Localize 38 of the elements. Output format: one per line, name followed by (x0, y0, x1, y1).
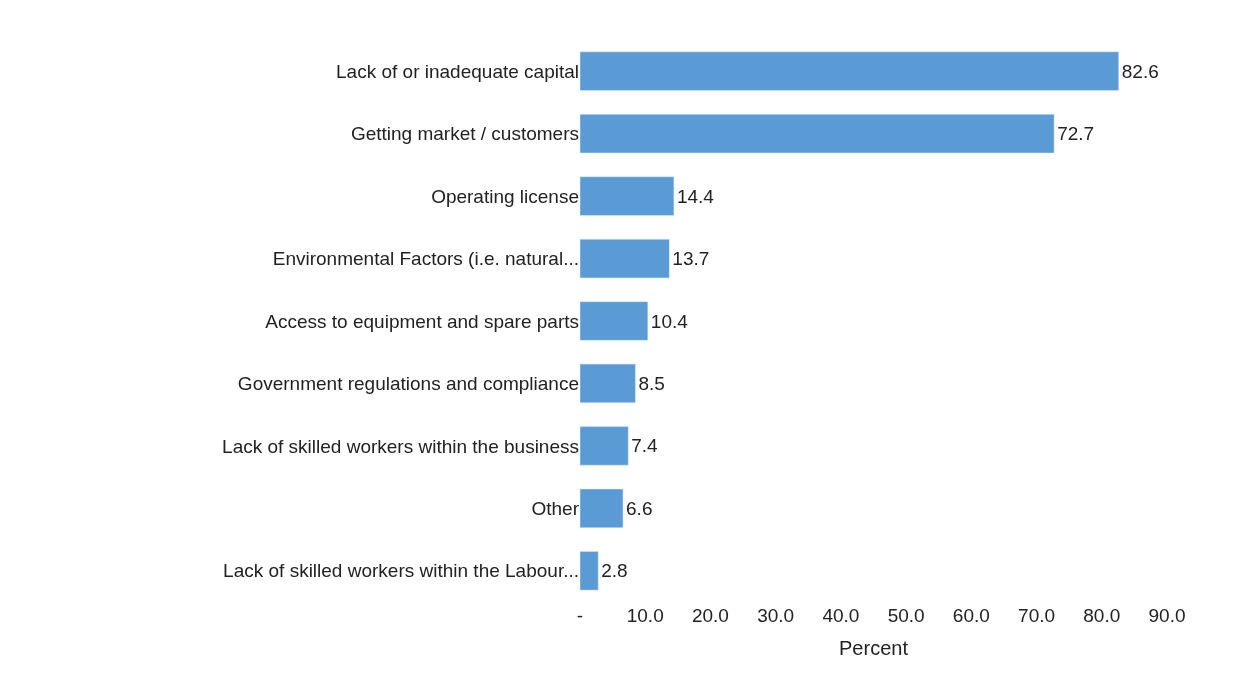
x-tick-label: 70.0 (1018, 605, 1056, 626)
y-tick-label: Access to equipment and spare parts (265, 310, 579, 332)
data-label: 14.4 (676, 185, 715, 207)
y-tick-label: Getting market / customers (350, 123, 579, 145)
x-tick-label: 30.0 (757, 605, 795, 626)
y-tick-label: Lack of skilled workers within the Labour... (223, 560, 579, 582)
bar (580, 363, 636, 404)
data-label: 6.6 (626, 497, 653, 519)
y-tick-label: Lack of or inadequate capital (336, 60, 579, 82)
data-label: 10.4 (650, 310, 689, 332)
x-axis-title: Percent (839, 636, 909, 659)
bar (580, 114, 1055, 154)
y-tick-label: Environmental Factors (i.e. natural... (272, 248, 579, 270)
data-label: 72.7 (1057, 123, 1095, 145)
bar (580, 301, 649, 341)
bar (580, 551, 599, 591)
bar (580, 238, 670, 279)
bar (580, 488, 624, 528)
y-tick-label: Government regulations and compliance (237, 373, 579, 395)
x-tick-label: 20.0 (691, 605, 729, 626)
bar (580, 426, 629, 466)
bar (580, 51, 1119, 91)
x-tick-label: 10.0 (626, 605, 664, 626)
y-tick-label: Other (531, 497, 580, 519)
data-label: 7.4 (631, 435, 659, 457)
x-tick-label: 80.0 (1083, 605, 1121, 626)
x-tick-label: 90.0 (1148, 605, 1186, 626)
data-label: 13.7 (672, 248, 710, 270)
bar (580, 176, 675, 216)
x-tick-label: 40.0 (822, 605, 860, 626)
x-tick-label: - (576, 605, 584, 626)
x-tick-label: 50.0 (887, 605, 925, 626)
data-label: 8.5 (638, 372, 665, 394)
y-tick-label: Lack of skilled workers within the business (222, 435, 579, 457)
data-label: 2.8 (601, 560, 628, 582)
x-tick-label: 60.0 (952, 605, 990, 626)
y-tick-label: Operating license (431, 185, 579, 207)
data-label: 82.6 (1121, 60, 1159, 82)
